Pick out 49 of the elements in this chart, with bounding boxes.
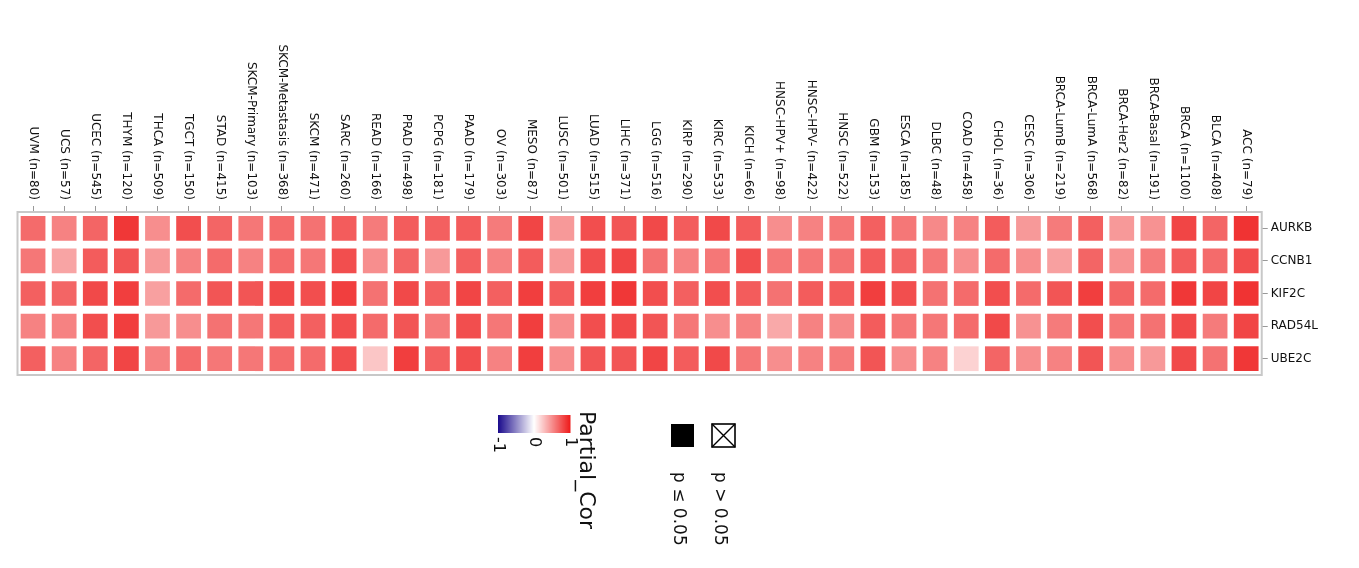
x-tick-label: DLBC (n=48)	[929, 121, 944, 200]
x-tick-label: BRCA-LumB (n=219)	[1053, 75, 1068, 200]
x-tick-label: PAAD (n=179)	[462, 113, 477, 200]
x-tick-label: HNSC-HPV+ (n=98)	[773, 81, 788, 200]
x-tick-label: SKCM-Primary (n=103)	[244, 61, 259, 200]
x-tick-label: UCS (n=57)	[58, 129, 73, 200]
x-tick-label: READ (n=166)	[369, 112, 384, 200]
x-tick-label: SKCM-Metastasis (n=368)	[275, 44, 290, 200]
x-tick-label: KIRP (n=290)	[680, 119, 695, 200]
text: p ≤ 0.05	[670, 472, 690, 546]
x-tick-label: UVM (n=80)	[26, 126, 41, 200]
x-tick-label: LUSC (n=501)	[555, 115, 570, 200]
x-tick-label: BRCA-Her2 (n=82)	[1115, 88, 1130, 200]
x-tick-label: BRCA (n=1100)	[1177, 106, 1192, 200]
x-tick-label: HNSC (n=522)	[835, 112, 850, 200]
x-tick-label: SARC (n=260)	[337, 114, 352, 200]
x-tick-label: HNSC-HPV- (n=422)	[804, 79, 819, 200]
x-tick-label: MESO (n=87)	[524, 118, 539, 200]
x-tick-label: ACC (n=79)	[1240, 129, 1255, 200]
x-tick-label: PRAD (n=498)	[400, 113, 415, 200]
x-tick-label: LGG (n=516)	[649, 120, 664, 200]
x-tick-label: LUAD (n=515)	[586, 113, 601, 200]
x-tick-label: PCPG (n=181)	[431, 114, 446, 200]
text: p > 0.05	[711, 472, 731, 546]
x-tick-label: LIHC (n=371)	[617, 118, 632, 200]
x-tick-label: BRCA-LumA (n=568)	[1084, 75, 1099, 200]
y-tick-label: CCNB1	[1270, 253, 1313, 268]
y-tick-label: AURKB	[1270, 220, 1313, 235]
x-tick-label: TGCT (n=150)	[182, 112, 197, 200]
y-tick-label: UBE2C	[1270, 350, 1312, 365]
y-tick-label: RAD54L	[1270, 318, 1319, 333]
x-tick-label: COAD (n=458)	[960, 111, 975, 200]
x-tick-label: UCEC (n=545)	[89, 113, 104, 200]
x-tick-label: OV (n=303)	[493, 128, 508, 200]
x-tick-label: KIRC (n=533)	[711, 118, 726, 200]
color-bar-label: 0	[525, 437, 545, 448]
x-tick-label: GBM (n=153)	[866, 118, 881, 200]
x-tick-label: THYM (n=120)	[120, 111, 135, 200]
x-tick-label: ESCA (n=185)	[897, 114, 912, 200]
x-tick-label: THCA (n=509)	[151, 112, 166, 200]
x-tick-label: SKCM (n=471)	[306, 112, 321, 200]
x-tick-label: BLCA (n=408)	[1208, 114, 1223, 200]
color-bar-label: -1	[489, 437, 509, 453]
x-tick-label: STAD (n=415)	[213, 114, 228, 200]
x-tick-label: CHOL (n=36)	[991, 120, 1006, 200]
x-tick-label: KICH (n=66)	[742, 125, 757, 200]
y-tick-label: KIF2C	[1270, 285, 1306, 300]
x-tick-label: BRCA-Basal (n=191)	[1146, 77, 1161, 200]
x-tick-label: CESC (n=306)	[1022, 114, 1037, 200]
